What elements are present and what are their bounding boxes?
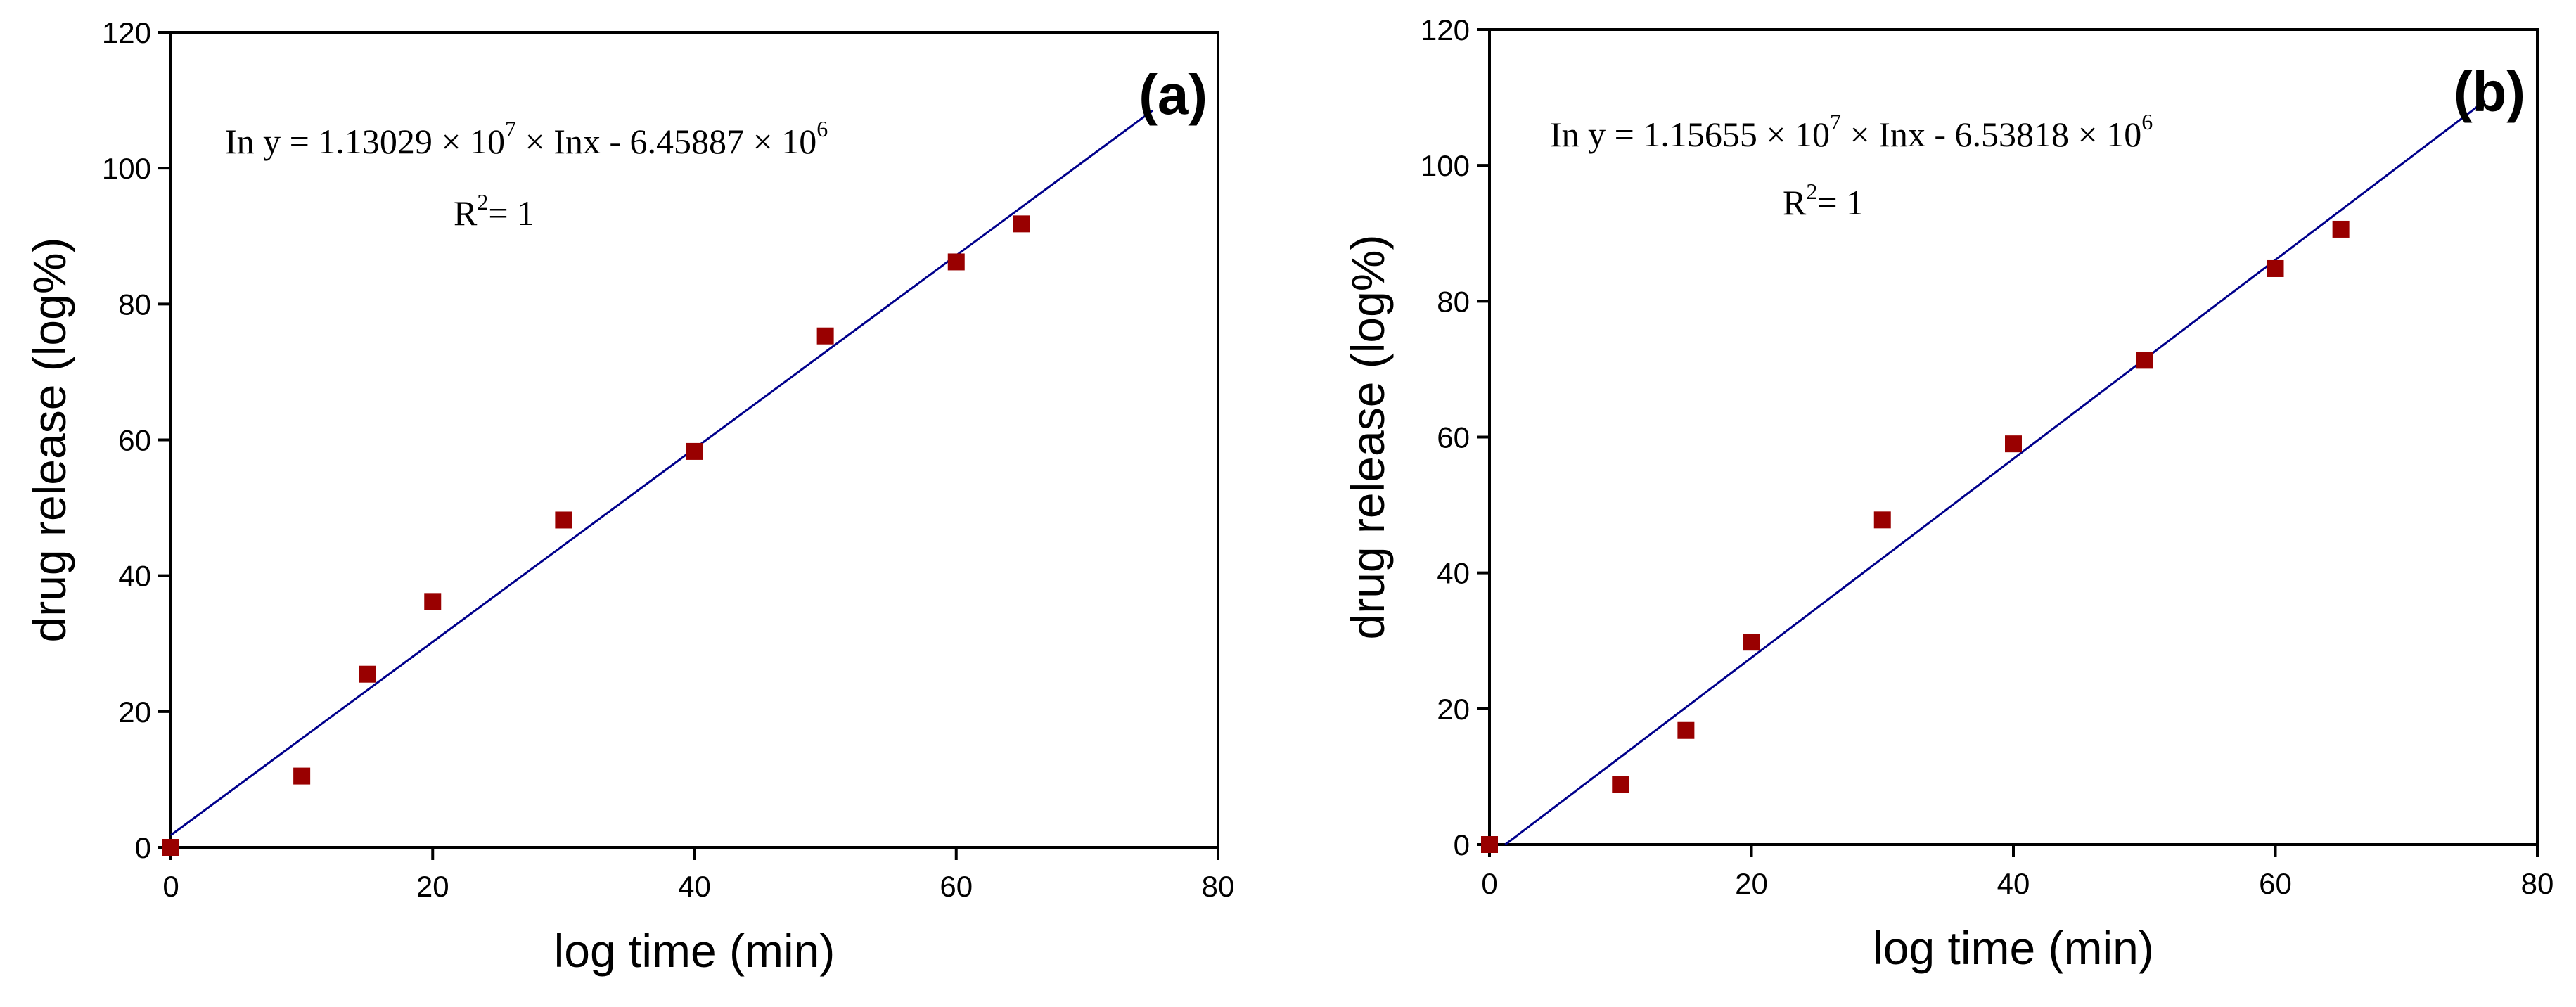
data-point — [2267, 259, 2284, 277]
y-tick-label: 80 — [118, 288, 151, 321]
y-tick-label: 60 — [1437, 421, 1470, 454]
y-tick-label: 20 — [118, 695, 151, 729]
y-axis-title: drug release (log%) — [23, 238, 75, 643]
r-squared: R2= 1 — [454, 189, 534, 233]
x-tick-label: 80 — [1202, 870, 1235, 903]
data-point — [686, 442, 703, 460]
y-tick-label: 0 — [1454, 828, 1470, 861]
x-tick-label: 40 — [1997, 867, 2030, 900]
panel-label: (b) — [2454, 60, 2525, 123]
x-tick-label: 0 — [1481, 867, 1497, 900]
data-point — [2136, 352, 2153, 369]
x-tick-label: 80 — [2521, 867, 2554, 900]
r-squared: R2= 1 — [1783, 179, 1864, 222]
equation-text: In y = 1.15655 × 10 — [1550, 115, 1830, 154]
r-squared-text: = 1 — [488, 193, 534, 233]
equation-text: In y = 1.13029 × 10 — [225, 122, 505, 161]
fit-line — [1504, 100, 2486, 846]
x-tick-label: 60 — [940, 870, 973, 903]
equation-text: × Inx - 6.53818 × 10 — [1841, 115, 2141, 154]
data-point — [1743, 634, 1760, 651]
x-tick-label: 0 — [162, 870, 179, 903]
y-tick-label: 40 — [1437, 557, 1470, 590]
x-tick-label: 60 — [2259, 867, 2292, 900]
equation-exponent: 6 — [2141, 109, 2153, 134]
data-point — [1677, 721, 1695, 739]
y-tick-label: 100 — [1421, 149, 1470, 182]
r-squared-exponent: 2 — [477, 189, 488, 214]
equation-exponent: 7 — [505, 116, 516, 141]
data-point — [162, 839, 179, 856]
equation-exponent: 6 — [816, 116, 828, 141]
panel-label: (a) — [1139, 63, 1207, 126]
data-point — [1612, 776, 1629, 794]
r-squared-exponent: 2 — [1806, 179, 1817, 204]
chart-panel-a: 0 20 40 60 80 0 20 40 60 80 100 120 log time (min) dr… — [23, 16, 1234, 977]
y-axis-title: drug release (log%) — [1342, 235, 1394, 640]
x-tick-label: 20 — [1735, 867, 1768, 900]
fit-equation: In y = 1.15655 × 107 × Inx - 6.53818 × 1… — [1550, 109, 2153, 154]
chart-panel-b: 0 20 40 60 80 0 20 40 60 80 100 120 log time (min) dr… — [1342, 13, 2553, 974]
data-point — [2332, 220, 2350, 238]
data-point — [359, 665, 376, 683]
r-squared-text: R — [454, 193, 478, 233]
y-tick-label: 60 — [118, 424, 151, 457]
x-axis-title: log time (min) — [554, 925, 835, 977]
data-point — [555, 511, 572, 529]
r-squared-text: = 1 — [1817, 183, 1864, 222]
data-point — [816, 327, 834, 345]
y-tick-label: 80 — [1437, 285, 1470, 318]
data-point — [293, 767, 311, 785]
fit-line — [170, 109, 1153, 836]
fit-equation: In y = 1.13029 × 107 × Inx - 6.45887 × 1… — [225, 116, 828, 161]
data-point — [1013, 215, 1030, 233]
y-tick-label: 0 — [135, 831, 151, 864]
data-point — [1873, 511, 1891, 529]
data-point — [1481, 836, 1498, 853]
y-tick-label: 20 — [1437, 693, 1470, 726]
data-point — [424, 593, 442, 610]
x-axis-title: log time (min) — [1873, 922, 2154, 974]
data-point — [2005, 435, 2022, 453]
y-tick-label: 40 — [118, 560, 151, 593]
equation-text: × Inx - 6.45887 × 10 — [516, 122, 816, 161]
data-point — [947, 253, 965, 271]
equation-exponent: 7 — [1830, 109, 1841, 134]
y-tick-label: 100 — [102, 152, 151, 185]
y-tick-label: 120 — [1421, 13, 1470, 46]
x-tick-label: 20 — [416, 870, 449, 903]
y-tick-label: 120 — [102, 16, 151, 49]
x-tick-label: 40 — [678, 870, 711, 903]
r-squared-text: R — [1783, 183, 1807, 222]
